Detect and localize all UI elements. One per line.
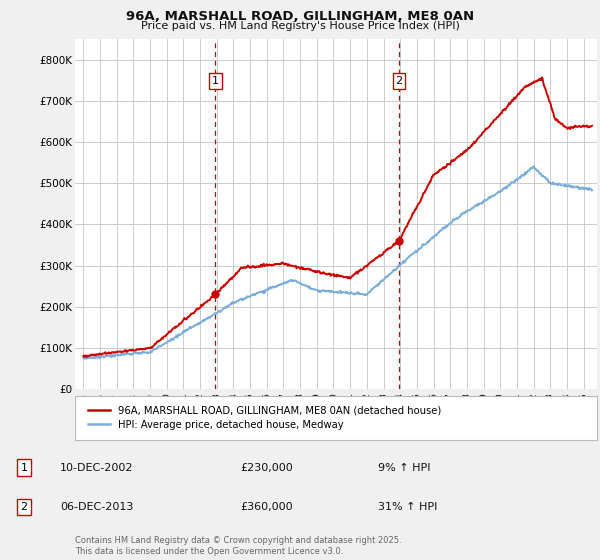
Text: 9% ↑ HPI: 9% ↑ HPI	[378, 463, 431, 473]
Text: 1: 1	[212, 76, 219, 86]
Text: 2: 2	[395, 76, 403, 86]
Text: 06-DEC-2013: 06-DEC-2013	[60, 502, 133, 512]
Text: 96A, MARSHALL ROAD, GILLINGHAM, ME8 0AN: 96A, MARSHALL ROAD, GILLINGHAM, ME8 0AN	[126, 10, 474, 23]
Text: 31% ↑ HPI: 31% ↑ HPI	[378, 502, 437, 512]
Text: Price paid vs. HM Land Registry's House Price Index (HPI): Price paid vs. HM Land Registry's House …	[140, 21, 460, 31]
Legend: 96A, MARSHALL ROAD, GILLINGHAM, ME8 0AN (detached house), HPI: Average price, de: 96A, MARSHALL ROAD, GILLINGHAM, ME8 0AN …	[84, 402, 445, 434]
Text: Contains HM Land Registry data © Crown copyright and database right 2025.
This d: Contains HM Land Registry data © Crown c…	[75, 536, 401, 556]
Text: 1: 1	[20, 463, 28, 473]
Text: 2: 2	[20, 502, 28, 512]
Text: £230,000: £230,000	[240, 463, 293, 473]
Text: £360,000: £360,000	[240, 502, 293, 512]
Text: 10-DEC-2002: 10-DEC-2002	[60, 463, 133, 473]
